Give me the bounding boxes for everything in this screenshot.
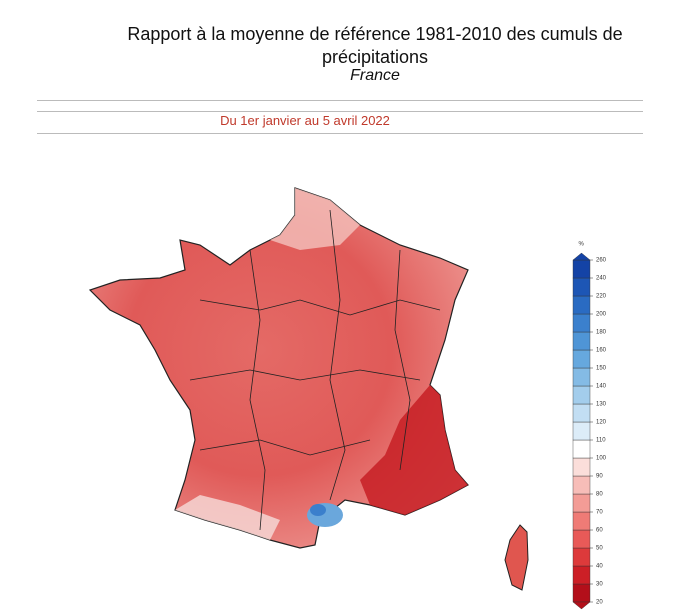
legend-tick-label: 90 <box>596 474 603 480</box>
borders <box>189 209 441 531</box>
legend-swatch <box>572 403 591 423</box>
corsica <box>504 524 529 591</box>
legend-swatch <box>572 259 591 279</box>
legend-tick-label: 240 <box>596 276 607 282</box>
legend-tick-label: 260 <box>596 258 607 264</box>
dry-zone <box>360 385 468 515</box>
subtitle: France <box>350 67 400 84</box>
legend-end <box>572 252 591 261</box>
legend-swatch <box>572 439 591 459</box>
north-zone <box>270 188 360 250</box>
legend-swatch <box>572 421 591 441</box>
legend-swatch <box>572 295 591 315</box>
legend-tick-label: 180 <box>596 330 607 336</box>
legend-end <box>572 601 591 610</box>
legend-tick-label: 200 <box>596 312 607 318</box>
legend-unit: % <box>579 242 585 248</box>
legend-tick-label: 140 <box>596 384 607 390</box>
legend-tick-label: 220 <box>596 294 607 300</box>
title-line: Rapport à la moyenne de référence 1981-2… <box>127 24 623 44</box>
wet-zone <box>310 504 326 516</box>
title-line: précipitations <box>321 47 429 67</box>
legend-tick-label: 120 <box>596 420 607 426</box>
legend-tick-label: 60 <box>596 528 603 534</box>
legend-swatch <box>572 565 591 585</box>
legend-swatch <box>572 331 591 351</box>
legend-swatch <box>572 493 591 513</box>
southwest-zone <box>175 495 280 540</box>
legend-tick-label: 20 <box>596 600 603 606</box>
legend-swatch <box>572 475 591 495</box>
legend-tick-label: 160 <box>596 348 607 354</box>
legend-swatch <box>572 277 591 297</box>
legend-swatch <box>572 313 591 333</box>
divider <box>37 111 643 112</box>
legend-tick-label: 150 <box>596 366 607 372</box>
legend-tick-label: 100 <box>596 456 607 462</box>
legend-swatch <box>572 547 591 567</box>
legend-tick-label: 40 <box>596 564 603 570</box>
legend-swatch <box>572 367 591 387</box>
divider <box>37 100 643 101</box>
legend-tick-label: 110 <box>596 438 606 444</box>
legend-tick-label: 80 <box>596 492 603 498</box>
legend-swatch <box>572 385 591 405</box>
legend-tick-label: 130 <box>596 402 607 408</box>
legend-swatch <box>572 457 591 477</box>
legend-swatch <box>572 583 591 603</box>
legend-tick-label: 70 <box>596 510 603 516</box>
legend-swatch <box>572 349 591 369</box>
period: Du 1er janvier au 5 avril 2022 <box>220 113 390 128</box>
legend-swatch <box>572 511 591 531</box>
divider <box>37 133 643 134</box>
legend-tick-label: 50 <box>596 546 603 552</box>
legend-tick-label: 30 <box>596 582 603 588</box>
legend-swatch <box>572 529 591 549</box>
